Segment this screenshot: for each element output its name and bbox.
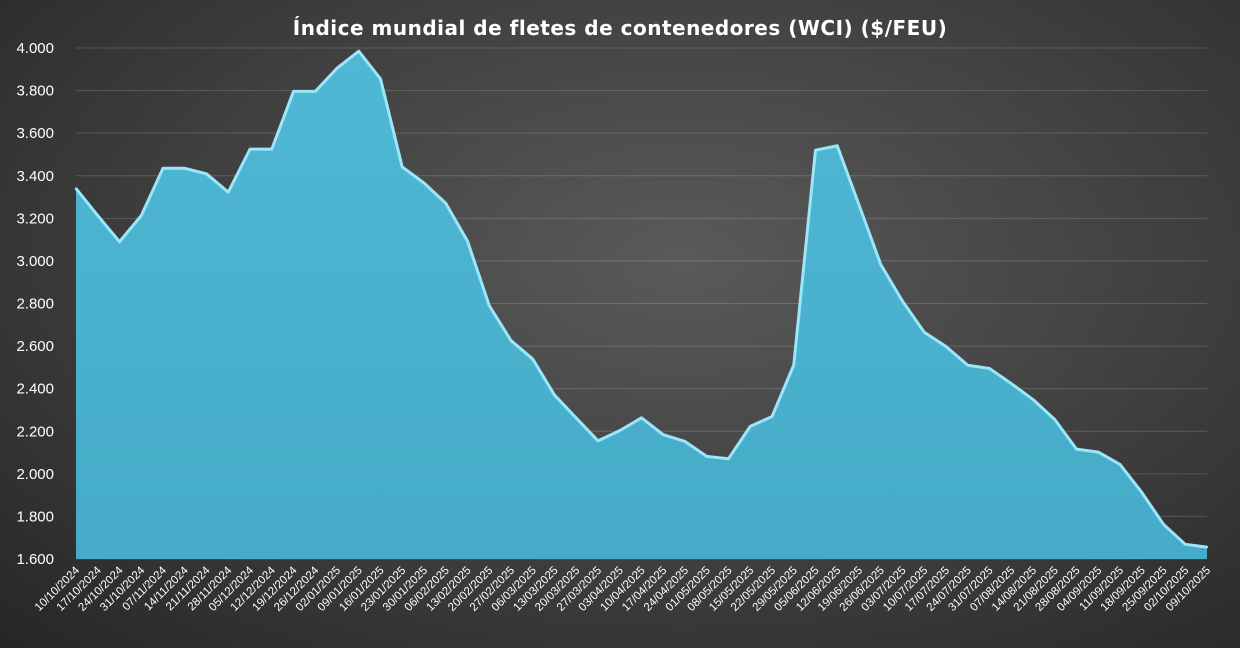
data-point (705, 455, 708, 458)
y-tick-label: 3.600 (16, 125, 54, 142)
data-point (1053, 418, 1056, 421)
data-point (74, 187, 78, 190)
data-point (683, 440, 687, 443)
y-tick-label: 2.400 (16, 381, 54, 398)
data-point (1010, 382, 1013, 385)
data-point (96, 214, 99, 217)
data-point (379, 77, 382, 81)
data-point (531, 357, 534, 361)
data-point (836, 144, 839, 147)
data-points (74, 49, 1209, 549)
data-point (1162, 523, 1165, 526)
data-point (770, 415, 774, 418)
area-series (74, 49, 1208, 559)
data-point (1118, 463, 1122, 466)
data-point (553, 393, 556, 397)
data-point (1031, 398, 1035, 401)
data-point (879, 263, 882, 266)
data-point (118, 240, 121, 243)
y-tick-label: 1.800 (16, 508, 54, 525)
data-point (335, 67, 339, 70)
y-tick-label: 3.400 (16, 168, 54, 185)
data-point (183, 167, 186, 170)
data-point (988, 367, 991, 370)
y-tick-label: 2.000 (16, 466, 54, 483)
chart-title: Índice mundial de fletes de contenedores… (292, 16, 948, 40)
data-point (401, 165, 404, 169)
data-point (814, 149, 817, 152)
data-point (422, 181, 426, 185)
data-point (227, 190, 230, 194)
data-point (509, 339, 513, 342)
data-point (966, 364, 969, 367)
data-point (444, 202, 447, 205)
data-point (662, 433, 665, 436)
data-point (357, 49, 360, 53)
data-point (749, 425, 752, 428)
y-tick-label: 3.800 (16, 83, 54, 100)
y-tick-label: 1.600 (16, 551, 54, 568)
data-point (1205, 545, 1209, 549)
data-point (292, 90, 295, 93)
area-fill (76, 51, 1207, 559)
data-point (314, 90, 317, 93)
x-axis-ticks: 10/10/202417/10/202424/10/202431/10/2024… (33, 564, 1213, 614)
data-point (161, 167, 165, 170)
data-point (1075, 447, 1078, 451)
data-point (1184, 543, 1187, 546)
data-point (575, 416, 578, 420)
y-tick-label: 3.200 (16, 210, 54, 227)
data-point (923, 331, 926, 334)
y-axis-ticks: 1.600 1.800 2.000 2.200 2.400 2.600 2.800 3.000… (16, 40, 54, 568)
data-point (140, 214, 143, 217)
data-point (857, 203, 861, 207)
data-point (792, 363, 795, 367)
data-point (640, 416, 643, 420)
data-point (727, 457, 730, 460)
data-point (270, 147, 273, 151)
data-point (944, 345, 948, 348)
data-point (618, 429, 621, 432)
data-point (466, 239, 469, 243)
y-tick-label: 4.000 (16, 40, 54, 57)
y-tick-label: 2.600 (16, 338, 54, 355)
y-tick-label: 2.800 (16, 296, 54, 313)
data-point (901, 299, 904, 303)
data-point (1140, 491, 1143, 494)
y-tick-label: 3.000 (16, 253, 54, 270)
data-point (205, 172, 208, 176)
data-point (1097, 450, 1100, 454)
y-tick-label: 2.200 (16, 423, 54, 440)
data-point (488, 304, 491, 307)
data-point (248, 147, 252, 151)
data-point (596, 439, 600, 443)
